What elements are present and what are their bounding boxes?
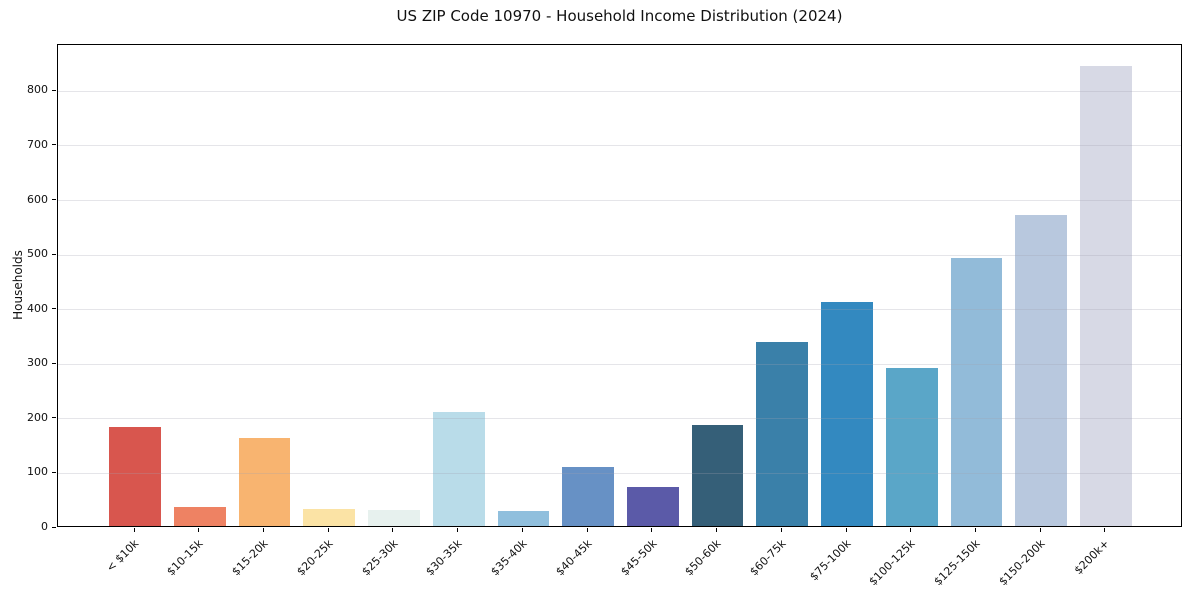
y-tick-mark [52, 199, 56, 201]
y-tick-label: 600 [27, 192, 48, 206]
y-tick-label: 100 [27, 465, 48, 479]
x-tick-label: $75-100k [807, 537, 854, 584]
bar [950, 257, 1003, 526]
bar [562, 466, 615, 526]
bar [368, 510, 420, 526]
y-tick-mark [52, 362, 56, 364]
bar [432, 411, 485, 526]
x-tick-mark [1104, 528, 1106, 532]
chart-title: US ZIP Code 10970 - Household Income Dis… [396, 7, 843, 25]
x-tick-mark [910, 528, 912, 532]
y-tick-label: 700 [27, 137, 48, 151]
bar [109, 426, 161, 526]
y-tick-label: 500 [27, 247, 48, 261]
x-tick-mark [133, 528, 135, 532]
bar [238, 437, 291, 526]
x-tick-mark [716, 528, 718, 532]
bars-layer [58, 45, 1181, 526]
x-tick-label: < $10k [103, 537, 142, 575]
bar [497, 510, 550, 526]
y-tick-mark [52, 526, 56, 528]
bar [626, 486, 679, 526]
x-tick-label: $35-40k [488, 537, 530, 579]
y-tick-mark [52, 253, 56, 255]
x-tick-label: $60-75k [747, 537, 789, 579]
y-tick-label: 200 [27, 410, 48, 424]
x-tick-label: $20-25k [294, 537, 336, 579]
x-tick-label: $30-35k [423, 537, 465, 579]
x-tick-mark [457, 528, 459, 532]
y-tick-label: 400 [27, 301, 48, 315]
y-tick-mark [52, 89, 56, 91]
x-tick-mark [1039, 528, 1041, 532]
bar [173, 507, 226, 526]
x-tick-label: $50-60k [682, 537, 724, 579]
x-tick-label: $100-125k [866, 537, 918, 589]
x-tick-mark [262, 528, 264, 532]
y-axis-label: Households [11, 250, 25, 320]
plot-area [57, 44, 1182, 527]
y-tick-mark [52, 144, 56, 146]
x-tick-label: $25-30k [358, 537, 401, 579]
x-tick-mark [651, 528, 653, 532]
bar [756, 341, 809, 526]
x-tick-mark [975, 528, 976, 532]
y-tick-mark [52, 471, 56, 473]
x-tick-label: $45-50k [617, 537, 660, 579]
x-tick-label: $125-150k [931, 537, 983, 589]
bar [885, 368, 938, 526]
x-tick-label: $15-20k [229, 537, 271, 579]
bar [1015, 215, 1068, 526]
x-tick-label: $10-15k [164, 537, 206, 579]
x-tick-mark [198, 528, 200, 532]
y-tick-label: 800 [27, 83, 48, 97]
x-tick-label: $200k+ [1072, 537, 1113, 578]
bar [1080, 66, 1132, 526]
y-tick-mark [52, 417, 56, 419]
x-tick-mark [586, 528, 588, 532]
bar [303, 509, 356, 526]
bar [691, 425, 744, 526]
x-tick-mark [780, 528, 782, 532]
y-tick-mark [52, 308, 56, 310]
x-tick-mark [845, 528, 847, 532]
y-tick-label: 300 [27, 356, 48, 370]
y-tick-label: 0 [41, 520, 48, 533]
x-tick-label: $40-45k [553, 537, 595, 579]
x-tick-mark [392, 528, 394, 532]
x-tick-mark [521, 528, 523, 532]
x-tick-label: $150-200k [996, 537, 1048, 589]
x-tick-mark [327, 528, 329, 532]
bar [821, 302, 873, 526]
